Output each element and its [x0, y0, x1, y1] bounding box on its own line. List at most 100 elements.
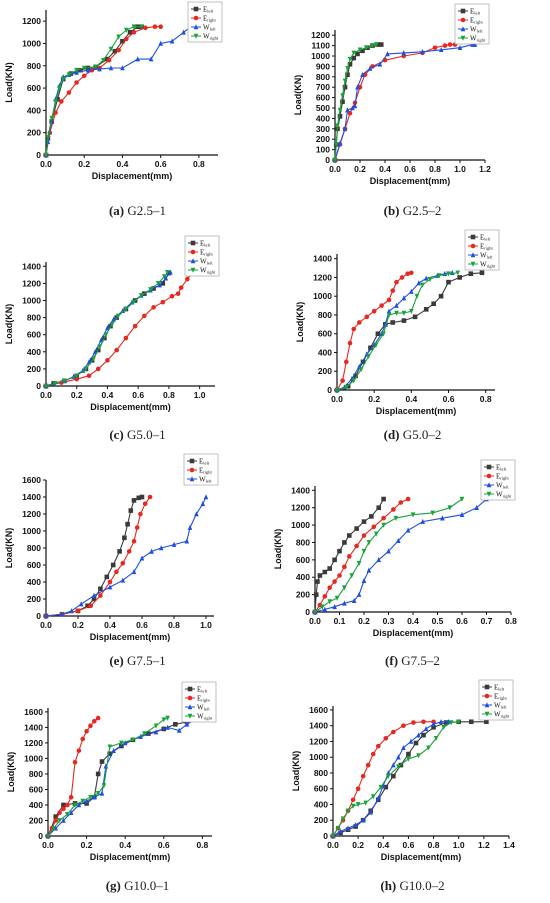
y-tick-label: 200 — [27, 364, 41, 374]
legend-label: Eright — [494, 693, 508, 701]
legend-label-main: W — [494, 711, 501, 719]
legend-label-sub: left — [206, 479, 213, 484]
data-point — [125, 521, 130, 527]
data-point — [352, 103, 358, 109]
data-point — [414, 293, 420, 300]
data-point — [423, 275, 429, 281]
legend-label: Wleft — [200, 258, 213, 266]
x-tick-label: 0.8 — [480, 394, 492, 404]
y-tick-label: 1400 — [22, 492, 41, 502]
data-point — [381, 515, 386, 521]
legend-label-main: W — [197, 713, 204, 721]
data-point — [114, 569, 119, 575]
data-point — [386, 548, 391, 554]
data-point — [184, 721, 190, 727]
series-e-left — [312, 496, 386, 615]
data-point — [371, 524, 377, 530]
data-point — [350, 105, 355, 111]
data-point — [76, 802, 82, 808]
data-point — [95, 366, 101, 372]
y-tick-label: 200 — [296, 590, 310, 600]
data-point — [173, 721, 178, 727]
legend-marker — [470, 234, 476, 240]
data-point — [396, 754, 401, 760]
data-point — [84, 801, 89, 806]
y-tick-label: 1200 — [22, 16, 41, 26]
legend-label: Eleft — [200, 240, 211, 248]
data-point — [457, 44, 463, 50]
legend-label: Eleft — [197, 686, 208, 694]
data-point — [337, 140, 343, 146]
x-tick-label: 0.2 — [368, 394, 380, 404]
data-point — [165, 269, 170, 276]
y-tick-label: 800 — [296, 537, 310, 547]
chart-panel-a: 0.0 0.2 0.4 0.6 0.8 0 200 400 600 800 1000 1200 Disp… — [0, 0, 275, 225]
legend-label-sub: right — [207, 18, 216, 23]
data-point — [353, 373, 358, 379]
legend-label-main: W — [197, 704, 204, 712]
y-tick-label: 400 — [27, 347, 41, 357]
data-point — [185, 276, 190, 282]
data-point — [390, 320, 396, 325]
data-point — [181, 29, 186, 35]
data-point — [317, 573, 323, 578]
caption-text: G2.5–1 — [127, 203, 167, 218]
data-point — [367, 65, 373, 71]
data-point — [447, 505, 453, 511]
data-point — [394, 310, 399, 316]
data-point — [448, 720, 454, 726]
data-point — [99, 759, 105, 764]
series-line — [332, 721, 459, 837]
data-point — [97, 66, 102, 72]
chart-panel-e: 0.0 0.2 0.4 0.6 0.8 1.0 0 200 400 600 800 1000 1200 1… — [0, 452, 275, 674]
series-e-right — [45, 715, 101, 839]
caption-letter: (h) — [380, 878, 397, 893]
series-w-right — [43, 269, 170, 389]
data-point — [406, 756, 411, 762]
data-point — [377, 61, 383, 67]
data-point — [327, 585, 332, 590]
y-tick-label: 600 — [296, 555, 310, 565]
data-point — [363, 800, 368, 806]
data-point — [122, 535, 127, 541]
legend-label-main: E — [197, 695, 201, 703]
data-point — [393, 515, 399, 521]
data-point — [61, 817, 66, 823]
x-tick-label: 0.3 — [383, 616, 395, 626]
data-point — [313, 592, 319, 597]
x-tick-label: 0.8 — [428, 840, 440, 850]
data-point — [459, 496, 465, 502]
data-point — [91, 356, 96, 362]
data-point — [139, 494, 145, 500]
x-tick-label: 0.8 — [196, 840, 208, 850]
data-point — [406, 751, 411, 757]
data-point — [74, 376, 80, 382]
legend-label: Eright — [200, 249, 214, 257]
data-point — [106, 57, 112, 63]
y-axis-title: Load(KN) — [4, 528, 14, 569]
y-tick-label: 1000 — [22, 295, 41, 305]
legend-marker — [484, 684, 490, 690]
x-tick-label: 0.2 — [352, 840, 364, 850]
y-tick-label: 0 — [36, 150, 41, 160]
x-tick-label: 0.4 — [104, 620, 116, 630]
series-w-right — [332, 42, 379, 163]
data-point — [350, 803, 356, 809]
data-point — [350, 797, 356, 803]
data-point — [342, 78, 348, 84]
data-point — [351, 378, 357, 384]
y-tick-label: 0 — [36, 381, 41, 391]
legend-marker — [187, 704, 193, 710]
data-point — [45, 134, 51, 140]
data-point — [200, 501, 206, 507]
data-point — [373, 342, 379, 348]
data-point — [61, 806, 66, 812]
legend-marker — [484, 711, 490, 717]
y-axis-title: Load(KN) — [6, 752, 16, 793]
data-point — [333, 142, 339, 148]
data-point — [53, 818, 59, 823]
y-tick-label: 400 — [29, 800, 43, 810]
data-point — [126, 549, 132, 554]
series-line — [336, 272, 412, 391]
